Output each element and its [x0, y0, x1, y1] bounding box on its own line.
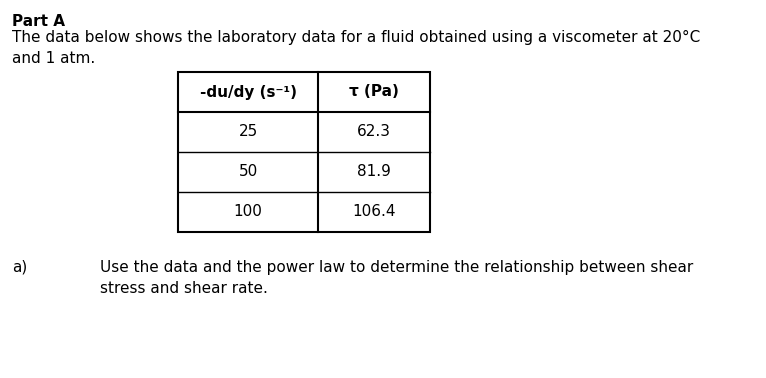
Text: -du/dy (s⁻¹): -du/dy (s⁻¹)	[199, 85, 296, 99]
Text: The data below shows the laboratory data for a fluid obtained using a viscometer: The data below shows the laboratory data…	[12, 30, 700, 66]
Bar	[178, 72, 430, 232]
Text: 100: 100	[234, 204, 263, 220]
Text: 62.3: 62.3	[357, 124, 391, 139]
Text: Part A: Part A	[12, 14, 65, 29]
Text: 81.9: 81.9	[357, 164, 391, 180]
Text: a): a)	[12, 260, 28, 275]
Text: 106.4: 106.4	[352, 204, 396, 220]
Text: 50: 50	[238, 164, 257, 180]
Text: 25: 25	[238, 124, 257, 139]
Text: Use the data and the power law to determine the relationship between shear
stres: Use the data and the power law to determ…	[100, 260, 693, 296]
Text: τ (Pa): τ (Pa)	[349, 85, 399, 99]
